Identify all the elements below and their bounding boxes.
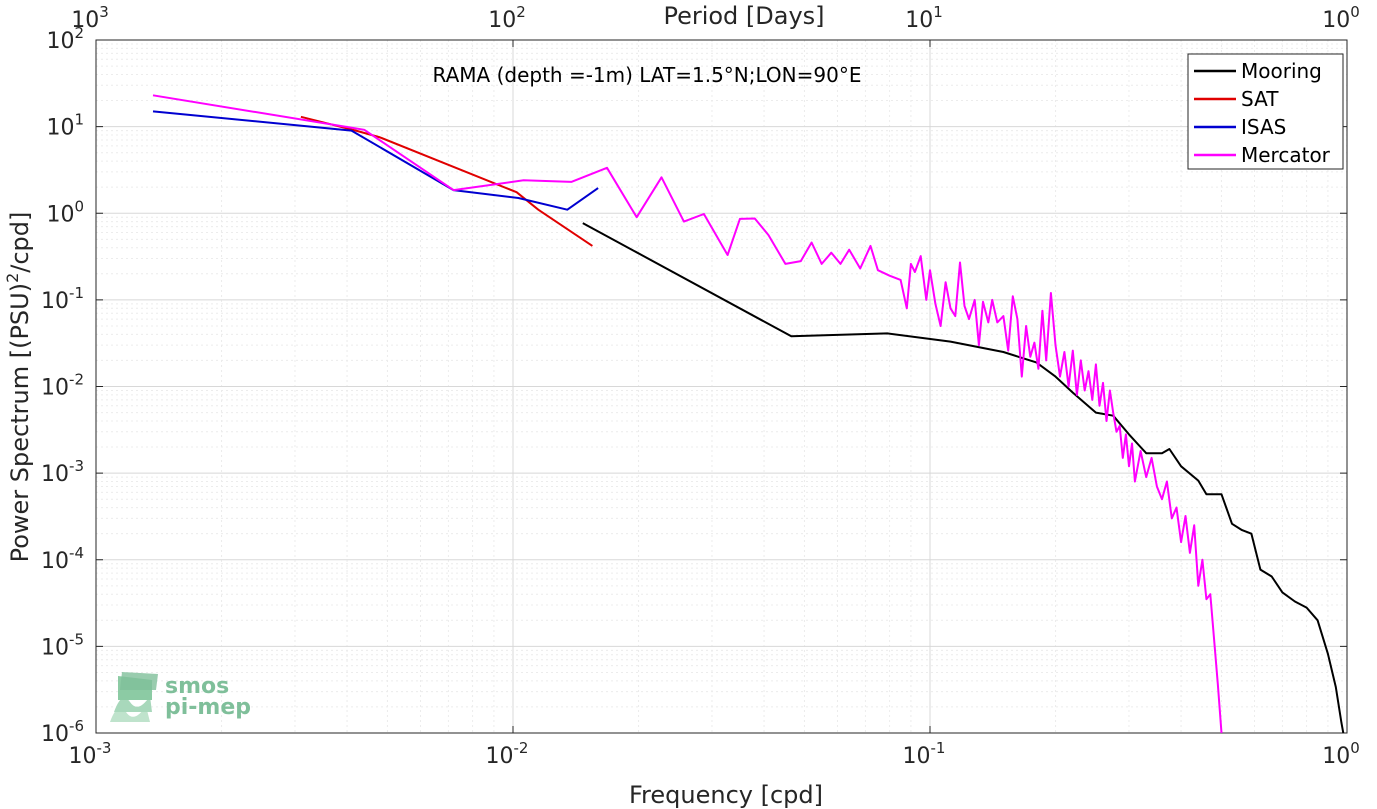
legend-box xyxy=(1187,53,1344,170)
series-line-mercator xyxy=(152,94,1223,734)
x-tick-label: 10-2 xyxy=(486,739,529,769)
chart-title: RAMA (depth =-1m) LAT=1.5°N;LON=90°E xyxy=(433,63,862,87)
legend-label-isas: ISAS xyxy=(1241,115,1286,139)
x2-tick-label: 101 xyxy=(905,3,943,33)
y-tick-label: 10-1 xyxy=(41,284,84,314)
x-tick-label: 100 xyxy=(1322,739,1360,769)
y-axis-label-sup: 2 xyxy=(3,273,22,283)
y-axis-label-tail: /cpd] xyxy=(6,212,34,273)
logo-line1: smos xyxy=(165,674,229,699)
grid-lines xyxy=(95,40,1347,734)
logo-line2: pi-mep xyxy=(165,695,251,720)
logo-wave-icon xyxy=(110,672,158,722)
legend-label-mooring: Mooring xyxy=(1241,59,1322,83)
y-tick-label: 10-5 xyxy=(41,630,84,660)
series-lines xyxy=(152,94,1345,734)
y-tick-label: 10-2 xyxy=(41,371,84,401)
x-tick-label: 10-3 xyxy=(69,739,112,769)
x2-axis-label: Period [Days] xyxy=(663,2,824,30)
y-axis-label: Power Spectrum [(PSU)2/cpd] xyxy=(3,212,34,563)
x2-tick-label: 103 xyxy=(71,3,109,33)
y-tick-label: 102 xyxy=(46,24,84,54)
x-axis-label: Frequency [cpd] xyxy=(629,781,823,809)
y-axis-label-main: Power Spectrum [(PSU) xyxy=(6,283,34,562)
series-line-isas xyxy=(152,110,599,211)
legend-label-sat: SAT xyxy=(1241,87,1279,111)
y-tick-label: 10-6 xyxy=(41,717,84,747)
x2-tick-label: 102 xyxy=(488,3,526,33)
series-line-sat xyxy=(300,115,593,247)
series-line-mooring xyxy=(582,222,1345,734)
smos-pi-mep-logo: smos pi-mep xyxy=(110,672,251,722)
y-tick-label: 100 xyxy=(46,197,84,227)
x-tick-label: 10-1 xyxy=(903,739,946,769)
x2-tick-label: 100 xyxy=(1322,3,1360,33)
y-tick-label: 10-3 xyxy=(41,457,84,487)
y-tick-label: 101 xyxy=(46,111,84,141)
legend-label-mercator: Mercator xyxy=(1241,143,1331,167)
legend: Mooring SAT ISAS Mercator xyxy=(1187,53,1344,170)
y-tick-label: 10-4 xyxy=(41,544,84,574)
